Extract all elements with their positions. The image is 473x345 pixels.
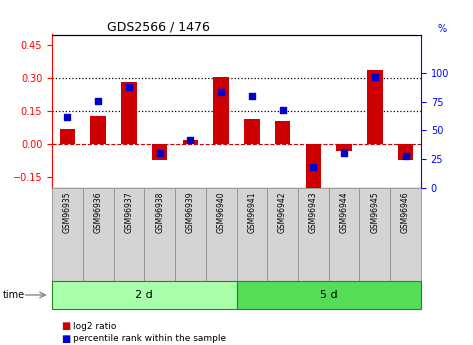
Text: percentile rank within the sample: percentile rank within the sample bbox=[73, 334, 227, 343]
Text: 5 d: 5 d bbox=[320, 290, 338, 300]
Text: GSM96944: GSM96944 bbox=[340, 191, 349, 233]
Bar bbox=[236, 188, 267, 281]
Bar bbox=[398, 144, 413, 159]
Bar bbox=[298, 188, 329, 281]
Bar bbox=[306, 144, 321, 188]
Bar bbox=[336, 144, 352, 151]
Point bbox=[217, 90, 225, 95]
Bar bbox=[267, 188, 298, 281]
Bar bbox=[275, 121, 290, 144]
Bar bbox=[390, 188, 421, 281]
Text: GSM96946: GSM96946 bbox=[401, 191, 410, 233]
Text: log2 ratio: log2 ratio bbox=[73, 322, 117, 331]
Point bbox=[310, 165, 317, 170]
Text: ■: ■ bbox=[61, 321, 71, 331]
Bar bbox=[236, 281, 421, 309]
Text: GSM96939: GSM96939 bbox=[186, 191, 195, 233]
Bar bbox=[183, 140, 198, 144]
Point bbox=[371, 75, 378, 80]
Bar bbox=[175, 188, 206, 281]
Text: GSM96942: GSM96942 bbox=[278, 191, 287, 233]
Bar bbox=[144, 188, 175, 281]
Text: GDS2566 / 1476: GDS2566 / 1476 bbox=[107, 20, 210, 33]
Bar bbox=[83, 188, 114, 281]
Point bbox=[156, 151, 164, 156]
Bar bbox=[52, 188, 83, 281]
Text: time: time bbox=[2, 290, 25, 300]
Text: GSM96938: GSM96938 bbox=[155, 191, 164, 233]
Bar bbox=[359, 188, 390, 281]
Bar bbox=[152, 144, 167, 159]
Bar bbox=[367, 70, 383, 144]
Bar bbox=[60, 129, 75, 144]
Text: GSM96943: GSM96943 bbox=[309, 191, 318, 233]
Point bbox=[341, 151, 348, 156]
Bar bbox=[206, 188, 236, 281]
Bar bbox=[90, 116, 106, 144]
Text: ■: ■ bbox=[61, 334, 71, 344]
Text: 2 d: 2 d bbox=[135, 290, 153, 300]
Point bbox=[279, 107, 287, 112]
Point bbox=[63, 114, 71, 119]
Point bbox=[186, 137, 194, 142]
Bar bbox=[121, 82, 137, 144]
Bar bbox=[52, 281, 236, 309]
Text: %: % bbox=[438, 24, 447, 34]
Point bbox=[248, 93, 255, 99]
Point bbox=[125, 84, 132, 89]
Bar bbox=[114, 188, 144, 281]
Bar bbox=[213, 77, 229, 144]
Text: GSM96935: GSM96935 bbox=[63, 191, 72, 233]
Point bbox=[94, 98, 102, 103]
Text: GSM96937: GSM96937 bbox=[124, 191, 133, 233]
Bar bbox=[244, 119, 260, 144]
Text: GSM96936: GSM96936 bbox=[94, 191, 103, 233]
Text: GSM96945: GSM96945 bbox=[370, 191, 379, 233]
Text: GSM96941: GSM96941 bbox=[247, 191, 256, 233]
Text: GSM96940: GSM96940 bbox=[217, 191, 226, 233]
Point bbox=[402, 153, 410, 159]
Bar bbox=[329, 188, 359, 281]
